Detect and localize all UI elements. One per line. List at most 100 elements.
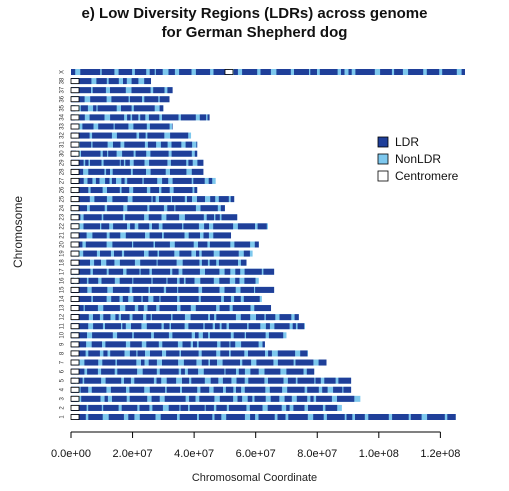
ldr-segment <box>204 223 209 230</box>
ldr-segment <box>116 132 137 139</box>
ldr-segment <box>107 205 124 212</box>
ldr-segment <box>194 150 198 157</box>
chromosome-bar-25 <box>71 196 235 203</box>
ldr-segment <box>92 232 107 239</box>
ldr-segment <box>316 395 332 402</box>
ldr-segment <box>233 69 238 75</box>
chromosome-label-1: 1 <box>60 415 66 419</box>
ldr-segment <box>133 187 147 194</box>
ldr-segment <box>162 114 179 121</box>
ldr-segment <box>71 295 92 302</box>
ldr-segment <box>250 414 256 420</box>
ldr-segment <box>105 323 121 330</box>
ldr-segment <box>153 332 169 339</box>
ldr-segment <box>255 286 275 293</box>
ldr-segment <box>91 341 102 348</box>
ldr-segment <box>219 305 230 312</box>
ldr-segment <box>148 214 162 221</box>
ldr-segment <box>210 196 216 203</box>
centromere-28 <box>70 168 80 175</box>
ldr-segment <box>71 87 91 94</box>
ldr-segment <box>182 259 200 266</box>
ldr-segment <box>91 386 107 393</box>
ldr-segment <box>101 277 115 284</box>
ldr-segment <box>220 341 230 348</box>
ldr-segment <box>107 187 120 194</box>
centromere-5 <box>70 377 80 384</box>
chromosome-label-19: 19 <box>60 250 66 257</box>
chromosome-label-11: 11 <box>60 322 66 329</box>
centromere-17 <box>70 268 80 275</box>
chromosome-label-22: 22 <box>60 222 66 229</box>
centromere-11 <box>70 323 80 330</box>
ldr-segment <box>139 414 156 420</box>
ldr-segment <box>88 168 105 175</box>
ldr-segment <box>133 159 145 166</box>
centromere-15 <box>70 286 80 293</box>
ldr-segment <box>132 314 144 321</box>
ldr-segment <box>79 141 92 148</box>
ldr-segment <box>122 295 129 302</box>
ldr-segment <box>133 332 152 339</box>
ldr-segment <box>222 359 240 366</box>
ldr-segment <box>244 386 266 393</box>
ldr-segment <box>254 241 259 248</box>
ldr-segment <box>139 404 150 411</box>
ldr-segment <box>160 414 177 420</box>
ldr-segment <box>159 96 170 103</box>
ldr-segment <box>201 250 214 257</box>
x-tick-label: 1.0e+08 <box>359 448 399 460</box>
ldr-segment <box>236 386 242 393</box>
ldr-segment <box>198 241 208 248</box>
legend-swatch-centromere <box>377 170 389 182</box>
ldr-segment <box>294 69 309 75</box>
chromosome-label-31: 31 <box>60 141 66 148</box>
ldr-segment <box>146 323 162 330</box>
ldr-segment <box>71 78 92 85</box>
ldr-segment <box>222 377 232 384</box>
ldr-segment <box>138 223 150 230</box>
ldr-segment <box>103 404 119 411</box>
ldr-segment <box>83 223 100 230</box>
ldr-segment <box>162 223 183 230</box>
ldr-segment <box>129 395 148 402</box>
ldr-segment <box>172 314 185 321</box>
ldr-segment <box>300 350 308 357</box>
ldr-segment <box>167 87 173 94</box>
chromosome-label-21: 21 <box>60 231 66 238</box>
ldr-segment <box>209 241 231 248</box>
ldr-segment <box>173 187 193 194</box>
ldr-segment <box>161 187 170 194</box>
ldr-segment <box>152 277 167 284</box>
ldr-segment <box>190 314 209 321</box>
ldr-segment <box>150 168 166 175</box>
chromosome-label-18: 18 <box>60 259 66 266</box>
ldr-segment <box>88 350 100 357</box>
ldr-segment <box>118 69 133 75</box>
ldr-segment <box>277 350 296 357</box>
x-tick-label: 6.0e+07 <box>236 448 276 460</box>
ldr-segment <box>172 332 192 339</box>
ldr-segment <box>100 250 111 257</box>
ldr-segment <box>126 268 140 275</box>
ldr-segment <box>228 404 247 411</box>
ldr-segment <box>197 196 205 203</box>
ldr-segment <box>101 368 115 375</box>
ldr-segment <box>151 268 171 275</box>
centromere-24 <box>70 205 80 212</box>
centromere-12 <box>70 314 80 321</box>
ldr-segment <box>122 150 134 157</box>
chromosome-label-35: 35 <box>60 104 66 111</box>
centromere-19 <box>70 250 80 257</box>
ldr-segment <box>203 368 225 375</box>
centromere-22 <box>70 223 80 230</box>
ldr-segment <box>408 69 424 75</box>
ldr-segment <box>226 414 245 420</box>
ldr-segment <box>181 368 185 375</box>
ldr-segment <box>92 295 107 302</box>
ldr-segment <box>156 377 162 384</box>
ldr-segment <box>78 132 90 139</box>
ldr-segment <box>143 177 158 184</box>
ldr-segment <box>175 205 196 212</box>
ldr-segment <box>200 295 222 302</box>
